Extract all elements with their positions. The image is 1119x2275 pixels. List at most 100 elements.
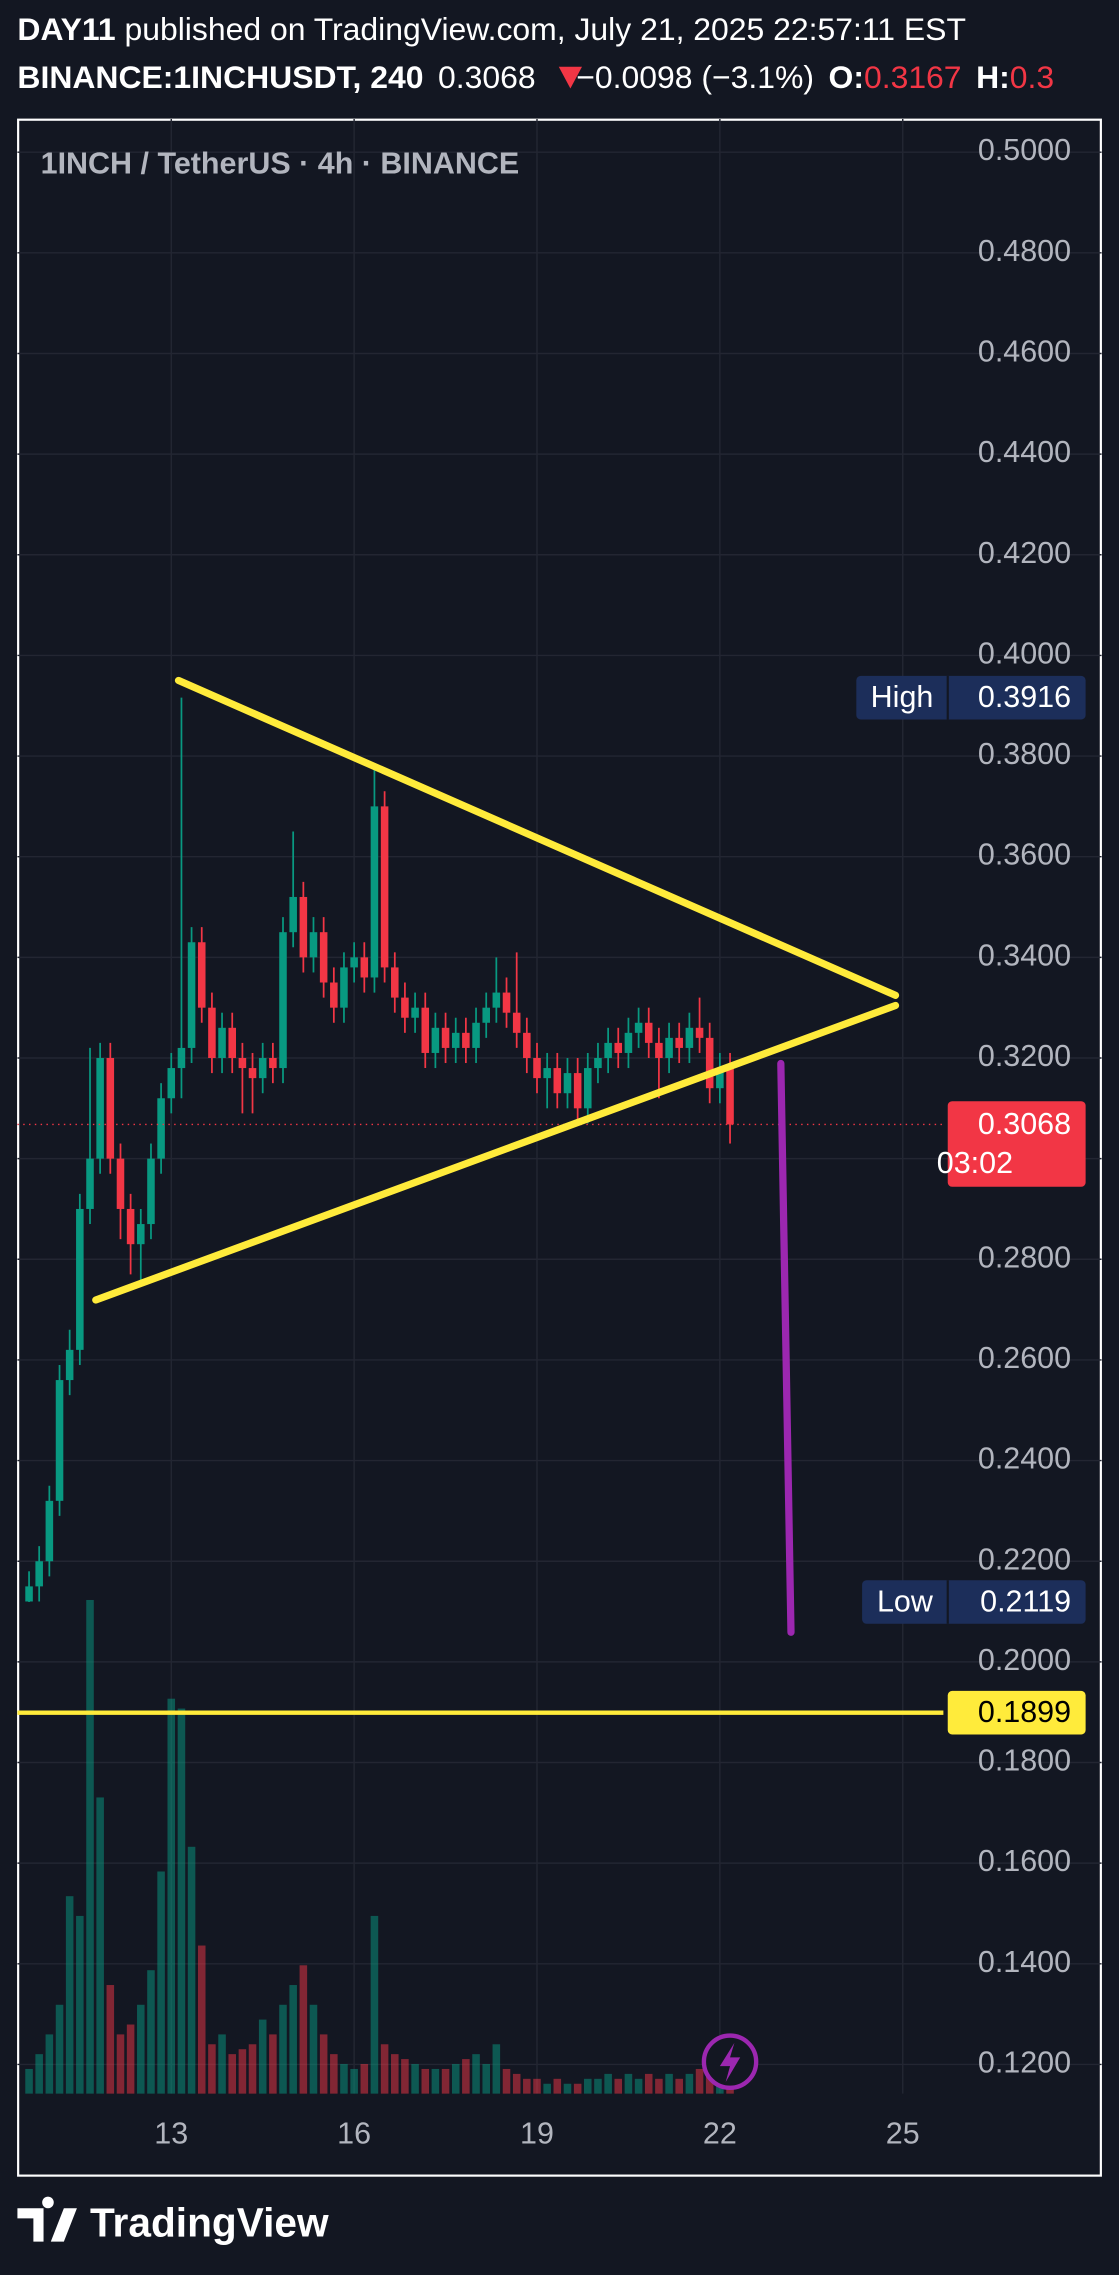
candle-body (340, 967, 348, 1008)
candle-body (604, 1042, 612, 1058)
symbol: BINANCE:1INCHUSDT, 240 (17, 59, 423, 95)
candle-body (218, 1027, 226, 1058)
candle-body (116, 1158, 125, 1209)
candle-body (45, 1500, 54, 1562)
candle-body (624, 1032, 633, 1053)
lightning-icon[interactable] (701, 2033, 759, 2091)
candle-body (512, 1012, 521, 1033)
candle-body (330, 982, 338, 1008)
candle-body (421, 1007, 430, 1053)
candle-body (350, 957, 358, 968)
level-label-box (947, 1690, 1086, 1735)
last-price-label: 0.3068 (978, 1107, 1071, 1141)
candle-body (228, 1027, 236, 1058)
candle-body (76, 1208, 84, 1350)
volume-bar (167, 1698, 176, 2094)
candle-body (86, 1158, 94, 1209)
volume-bar (309, 2004, 318, 2094)
x-tick-label: 22 (703, 2117, 737, 2151)
volume-bar (695, 2068, 704, 2094)
candle-body (563, 1073, 572, 1094)
x-tick-label: 16 (337, 2117, 371, 2151)
volume-bar (462, 2059, 470, 2094)
y-tick-label: 0.3600 (978, 838, 1071, 872)
projection-line (777, 1059, 795, 1636)
y-tick-label: 0.3400 (978, 938, 1071, 972)
volume-bar (380, 2044, 389, 2094)
candle-body (35, 1561, 43, 1587)
candle-body (523, 1032, 531, 1058)
y-tick-label: 0.1400 (978, 1945, 1071, 1979)
volume-bar (76, 1915, 84, 2094)
y-tick-label: 0.4000 (978, 636, 1071, 670)
volume-bar (340, 2064, 348, 2094)
candle-body (238, 1057, 247, 1069)
y-tick-label: 0.5000 (978, 133, 1071, 167)
volume-bar (421, 2068, 430, 2094)
candle-body (319, 932, 328, 983)
volume-bar (65, 1896, 74, 2094)
candle-body (705, 1037, 714, 1089)
footer-logo: TradingView (17, 2196, 329, 2245)
volume-bar (634, 2078, 643, 2094)
volume-bar (289, 1985, 297, 2094)
marker-value: 0.3916 (978, 680, 1071, 714)
y-tick-label: 0.2000 (978, 1643, 1071, 1677)
y-tick-label: 0.4200 (978, 536, 1071, 570)
trendline-upper (174, 676, 900, 999)
candle-body (695, 1027, 704, 1038)
y-tick-label: 0.1800 (978, 1744, 1071, 1778)
candle-body (685, 1027, 694, 1048)
candle-body (309, 932, 318, 958)
candle-body (126, 1208, 135, 1245)
candle-body (451, 1032, 460, 1048)
y-tick-label: 0.4800 (978, 234, 1071, 268)
volume-bar (279, 2004, 287, 2094)
volume-bar (512, 2073, 521, 2094)
level-label: 0.1899 (978, 1695, 1071, 1729)
volume-bar (583, 2078, 592, 2094)
brand: TradingView (90, 2199, 329, 2245)
volume-bar (472, 2054, 480, 2094)
volume-bar (604, 2073, 612, 2094)
volume-bar (523, 2078, 531, 2094)
x-tick-label: 13 (154, 2117, 188, 2151)
header-line-1: DAY11 published on TradingView.com, July… (17, 11, 966, 47)
marker-name: High (871, 680, 934, 714)
volume-bar (96, 1797, 104, 2094)
header-line-2: BINANCE:1INCHUSDT, 240 0.3068 −0.0098 (−3.… (17, 59, 1054, 95)
candle-body (553, 1068, 562, 1094)
volume-bar (106, 1985, 115, 2094)
candle-body (726, 1068, 734, 1125)
candle-body (187, 942, 196, 1048)
candle-body (370, 806, 379, 978)
countdown: 03:02 (937, 1146, 1013, 1180)
author: DAY11 (17, 11, 115, 47)
candle-body (655, 1042, 663, 1058)
volume-bar (614, 2078, 623, 2094)
marker-box (856, 675, 1086, 720)
candle-body (492, 992, 501, 1008)
candle-body (360, 957, 369, 978)
x-tick-label: 19 (520, 2117, 554, 2151)
candle-body (96, 1057, 104, 1159)
marker-name: Low (877, 1584, 934, 1618)
volume-bar (401, 2059, 409, 2094)
last: 0.3068 (438, 59, 536, 95)
candle-body (411, 1007, 419, 1018)
volume-bar (208, 2044, 216, 2094)
volume-bar (238, 2049, 247, 2094)
candle-body (167, 1068, 176, 1099)
volume-bar (55, 2004, 64, 2094)
high-label: H: (976, 59, 1010, 95)
volume-bar (360, 2064, 369, 2094)
volume-bar (137, 2004, 145, 2094)
volume-bar (228, 2054, 236, 2094)
y-tick-label: 0.3200 (978, 1039, 1071, 1073)
y-tick-label: 0.2400 (978, 1442, 1071, 1476)
y-tick-label: 0.1200 (978, 2046, 1071, 2080)
candle-body (583, 1068, 592, 1109)
candle-body (391, 967, 399, 998)
marker-value: 0.2119 (980, 1584, 1071, 1618)
